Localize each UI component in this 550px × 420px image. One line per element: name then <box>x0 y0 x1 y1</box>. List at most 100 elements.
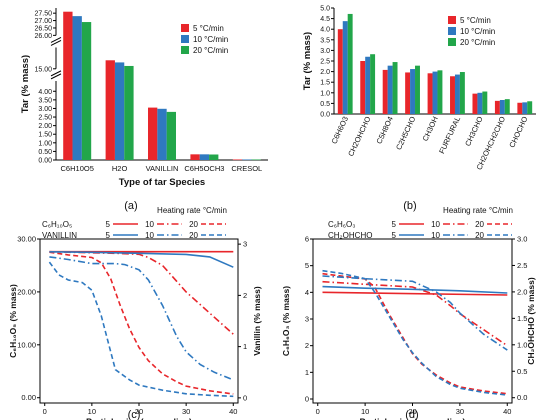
y-right-tick-label: 2.0 <box>517 287 527 296</box>
x-tick-label: 40 <box>229 407 237 416</box>
y-tick-label: 3.50 <box>38 97 52 104</box>
bar <box>522 102 528 114</box>
y-tick-label: 0.0 <box>320 112 330 119</box>
y-right-tick-label: 3.0 <box>517 235 527 244</box>
x-tick-label: 40 <box>503 407 511 416</box>
bar <box>477 92 483 114</box>
bar <box>405 72 411 114</box>
legend-rate: 10 <box>145 231 154 240</box>
y-axis-label: Tar (% mass) <box>20 55 31 113</box>
x-tick-label: 0 <box>43 407 47 416</box>
y-tick-label: 3.0 <box>320 48 330 55</box>
y-right-tick-label: 0 <box>243 393 247 402</box>
y-left-tick-label: 10.00 <box>17 340 36 349</box>
y-tick-label: 4.00 <box>38 89 52 96</box>
y-tick-label: 4.5 <box>320 16 330 23</box>
plot-frame <box>39 238 239 404</box>
y-left-axis-label: C₆H₆O₃ (% mass) <box>281 286 291 356</box>
bar <box>517 102 523 114</box>
series-line <box>49 256 234 381</box>
x-tick-label: VANILLIN <box>146 164 179 173</box>
series-line <box>322 291 508 296</box>
y-right-tick-label: 3 <box>243 240 247 249</box>
x-tick-label: 10 <box>88 407 96 416</box>
legend-label: 10 °C/min <box>460 27 495 36</box>
bar <box>459 72 465 114</box>
y-tick-label: 3.00 <box>38 106 52 113</box>
legend-rate: 20 <box>189 220 198 229</box>
bar <box>482 91 488 114</box>
bar <box>450 76 455 114</box>
bar <box>209 154 219 160</box>
legend-rate: 5 <box>392 220 397 229</box>
y-right-tick-label: 1.5 <box>517 314 527 323</box>
bar <box>114 62 125 160</box>
bar <box>347 13 353 115</box>
y-tick-label: 5.0 <box>320 6 330 13</box>
series-line <box>48 261 234 398</box>
line-chart-2: 0 10 20 30 40 0.00 10.00 20.00 30.00 0 1 2 3 Particle… <box>8 206 262 420</box>
panel-label-b: (b) <box>403 200 416 212</box>
legend-label: 5 °C/min <box>193 24 224 33</box>
bar <box>410 69 416 114</box>
legend-swatch <box>181 46 189 54</box>
x-tick-label: CH3CHO <box>463 115 485 148</box>
legend-rate: 5 <box>392 231 397 240</box>
x-axis-label: Particle size (mm radius) <box>359 417 465 420</box>
x-tick-label: C6H6O3 <box>330 115 350 145</box>
y-right-tick-label: 2.5 <box>517 261 527 270</box>
series-line <box>322 269 508 396</box>
legend-rate: 20 <box>475 220 484 229</box>
legend-rate: 20 <box>189 231 198 240</box>
bar <box>504 99 510 114</box>
y-right-tick-label: 0.0 <box>517 393 527 402</box>
bar <box>387 65 393 114</box>
y-left-axis-label: C₆H₁₀O₅ (% mass) <box>8 284 18 358</box>
bar <box>370 54 376 114</box>
legend-label: 5 °C/min <box>460 16 491 25</box>
y-tick-label: 27.00 <box>34 18 52 25</box>
y-tick-label: 3.5 <box>320 37 330 44</box>
bar <box>251 159 261 161</box>
bar <box>427 73 433 114</box>
y-tick-label: 26.00 <box>34 33 52 40</box>
axis-break-mark <box>50 39 62 46</box>
x-tick-label: C6H10O5 <box>61 164 94 173</box>
x-tick-label: FURFURAL <box>437 115 462 155</box>
legend-row-label: C₆H₆O₃ <box>328 220 356 229</box>
legend-swatch <box>181 35 189 43</box>
y-right-axis-label: CH₂OHCHO (% mass) <box>526 277 536 365</box>
legend-label: 10 °C/min <box>193 35 228 44</box>
bar <box>437 70 443 114</box>
y-tick-label: 0.5 <box>320 101 330 108</box>
y-left-tick-label: 2 <box>305 341 309 350</box>
bar <box>157 108 167 160</box>
panel-label-d: (d) <box>405 409 418 420</box>
x-tick-label: CHOCHO <box>507 115 529 149</box>
y-right-axis-label: Vanillin (% mass) <box>252 286 262 356</box>
bar <box>499 100 505 114</box>
y-left-tick-label: 0.00 <box>21 393 36 402</box>
bar <box>472 93 478 114</box>
y-tick-label: 2.50 <box>38 115 52 122</box>
bar <box>382 69 388 114</box>
y-tick-label: 26.50 <box>34 25 52 32</box>
x-tick-label: C5H8O4 <box>374 115 394 145</box>
bar <box>124 65 134 160</box>
legend-rate: 10 <box>145 220 154 229</box>
x-tick-label: 10 <box>361 407 369 416</box>
bar <box>527 101 533 114</box>
y-tick-label: 2.5 <box>320 59 330 66</box>
series-line <box>49 251 234 395</box>
bar <box>105 60 115 161</box>
y-tick-label: 0.00 <box>38 158 52 165</box>
bar <box>148 107 158 160</box>
y-tick-label: 0.50 <box>38 149 52 156</box>
y-tick-label: 2.0 <box>320 69 330 76</box>
y-left-tick-label: 4 <box>305 288 309 297</box>
series-line <box>49 250 234 335</box>
series-line <box>49 251 234 268</box>
y-left-tick-label: 0 <box>305 395 309 404</box>
x-axis-label: Particle size (mm radius) <box>86 417 192 420</box>
